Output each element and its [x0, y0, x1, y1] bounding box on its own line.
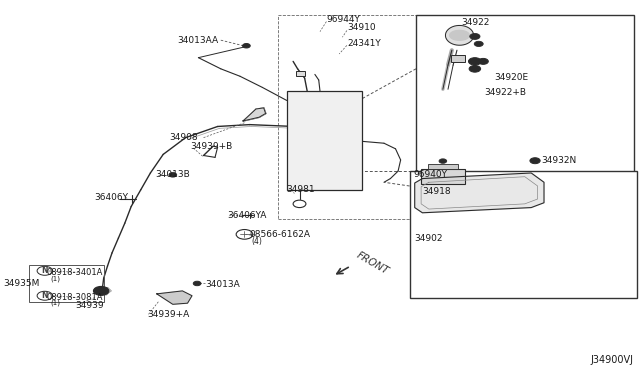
Text: 34935M: 34935M: [3, 279, 40, 288]
Text: 96944Y: 96944Y: [326, 15, 360, 24]
Text: 08918-3081A: 08918-3081A: [47, 293, 103, 302]
Circle shape: [474, 41, 483, 46]
Bar: [428, 164, 458, 169]
Bar: [278, 15, 416, 219]
Circle shape: [193, 281, 201, 286]
Text: 08918-3401A: 08918-3401A: [47, 268, 103, 277]
Circle shape: [478, 58, 488, 64]
Text: 36406YA: 36406YA: [227, 211, 267, 219]
Text: 34910: 34910: [347, 23, 376, 32]
Bar: [287, 91, 362, 190]
Circle shape: [468, 58, 481, 65]
Polygon shape: [95, 288, 111, 295]
Text: 24341Y: 24341Y: [347, 39, 381, 48]
Bar: [296, 71, 305, 76]
Text: 34920E: 34920E: [495, 73, 529, 82]
Polygon shape: [415, 173, 544, 213]
Polygon shape: [157, 291, 192, 304]
Text: 08566-6162A: 08566-6162A: [250, 230, 310, 239]
Text: 34902: 34902: [415, 234, 444, 243]
Circle shape: [469, 65, 481, 72]
Text: 34922: 34922: [461, 18, 489, 27]
Circle shape: [93, 286, 109, 295]
Text: 34939: 34939: [76, 301, 104, 310]
Bar: [451, 55, 465, 62]
Text: (4): (4): [252, 237, 262, 246]
Text: 34918: 34918: [422, 187, 451, 196]
Text: FRONT: FRONT: [355, 250, 391, 276]
Bar: [29, 265, 104, 302]
Polygon shape: [450, 31, 469, 40]
Bar: [410, 171, 637, 298]
Text: 96940Y: 96940Y: [413, 170, 447, 179]
Circle shape: [470, 33, 480, 39]
Text: 34013A: 34013A: [205, 280, 239, 289]
Text: N: N: [42, 291, 48, 300]
Text: 34939+B: 34939+B: [191, 142, 233, 151]
Text: (1): (1): [50, 300, 60, 307]
Circle shape: [530, 158, 540, 164]
Circle shape: [169, 173, 177, 177]
Text: 36406Y: 36406Y: [95, 193, 129, 202]
Circle shape: [243, 44, 250, 48]
Bar: [421, 169, 465, 184]
Text: 34939+A: 34939+A: [147, 310, 189, 319]
Bar: [416, 15, 634, 186]
Text: (1): (1): [50, 275, 60, 282]
Circle shape: [439, 159, 447, 163]
Text: 34013B: 34013B: [156, 170, 190, 179]
Polygon shape: [445, 25, 474, 45]
Text: N: N: [42, 266, 48, 275]
Polygon shape: [243, 108, 266, 121]
Text: 34922+B: 34922+B: [484, 88, 527, 97]
Text: 34013AA: 34013AA: [178, 36, 219, 45]
Text: 34981: 34981: [287, 185, 316, 194]
Text: J34900VJ: J34900VJ: [591, 355, 634, 365]
Text: 34932N: 34932N: [541, 156, 576, 165]
Text: 34908: 34908: [170, 133, 198, 142]
